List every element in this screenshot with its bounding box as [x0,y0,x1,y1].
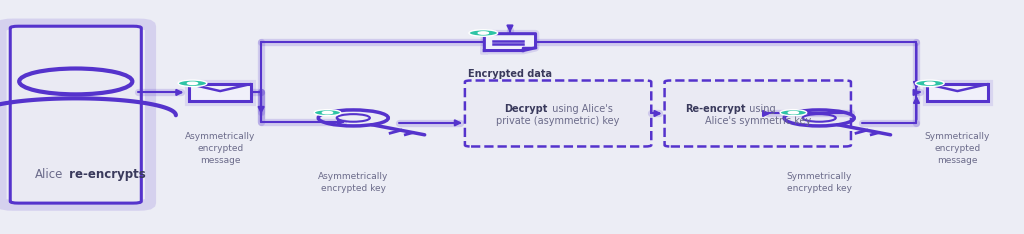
Text: Re-encrypt: Re-encrypt [685,104,745,114]
Text: Alice's symmetric key: Alice's symmetric key [705,116,811,125]
FancyBboxPatch shape [465,80,651,146]
Circle shape [178,80,207,87]
FancyBboxPatch shape [189,84,251,101]
Circle shape [323,111,333,114]
Text: Decrypt: Decrypt [505,104,548,114]
Text: Symmetrically
encrypted key: Symmetrically encrypted key [786,172,852,193]
Text: Asymmetrically
encrypted
message: Asymmetrically encrypted message [185,132,255,165]
FancyBboxPatch shape [10,26,141,203]
Circle shape [187,82,198,84]
Text: Symmetrically
encrypted
message: Symmetrically encrypted message [925,132,990,165]
Text: Asymmetrically
encrypted key: Asymmetrically encrypted key [318,172,388,193]
Polygon shape [484,34,536,51]
Text: using Alice's: using Alice's [549,104,612,114]
Circle shape [478,32,488,34]
Circle shape [788,111,799,114]
Text: using: using [746,104,776,114]
Polygon shape [484,34,536,51]
Circle shape [780,110,807,116]
Text: Encrypted data: Encrypted data [468,69,552,79]
FancyBboxPatch shape [927,84,988,101]
FancyBboxPatch shape [665,80,851,146]
Circle shape [915,80,944,87]
Text: re-encrypts: re-encrypts [65,168,145,181]
Circle shape [925,82,935,84]
Circle shape [314,110,341,116]
Text: Alice: Alice [35,168,63,181]
Circle shape [469,30,498,36]
Text: private (asymmetric) key: private (asymmetric) key [497,116,620,125]
